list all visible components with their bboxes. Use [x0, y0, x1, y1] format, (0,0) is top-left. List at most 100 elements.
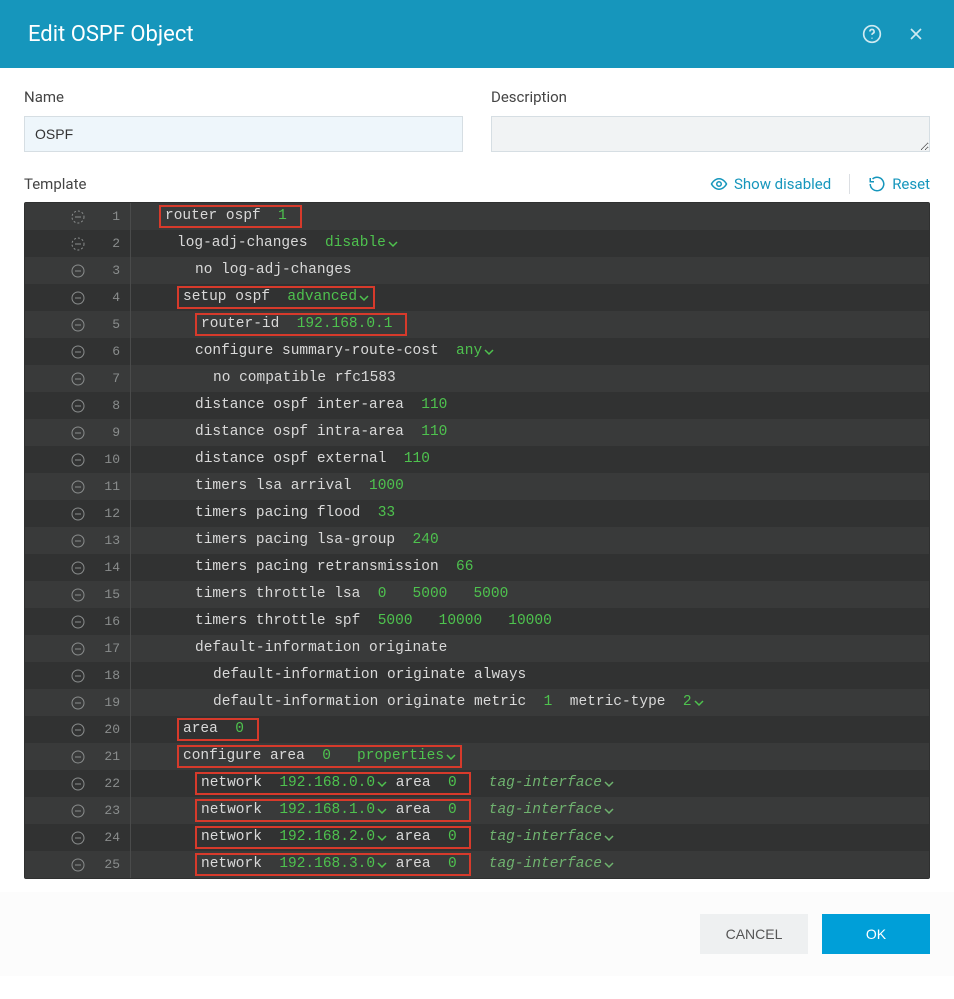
collapse-icon[interactable]: [70, 452, 86, 468]
code-content[interactable]: default-information originate always: [131, 662, 526, 689]
code-content[interactable]: default-information originate metric 1 m…: [131, 689, 704, 716]
editor-line[interactable]: 10distance ospf external 110: [25, 446, 929, 473]
code-content[interactable]: no compatible rfc1583: [131, 365, 396, 392]
keyword-token: network: [201, 770, 271, 797]
show-disabled-link[interactable]: Show disabled: [710, 175, 831, 193]
value-token[interactable]: 192.168.2.0: [271, 824, 387, 851]
code-content[interactable]: router-id 192.168.0.1: [131, 311, 407, 338]
value-token[interactable]: 192.168.0.0: [271, 770, 387, 797]
code-content[interactable]: timers throttle lsa 0 5000 5000: [131, 581, 508, 608]
value-token[interactable]: disable: [325, 230, 398, 257]
collapse-icon[interactable]: [70, 236, 86, 252]
collapse-icon[interactable]: [70, 506, 86, 522]
editor-line[interactable]: 11timers lsa arrival 1000: [25, 473, 929, 500]
tag-interface-dropdown[interactable]: tag-interface: [489, 851, 614, 878]
code-content[interactable]: no log-adj-changes: [131, 257, 352, 284]
collapse-icon[interactable]: [70, 479, 86, 495]
editor-line[interactable]: 24network 192.168.2.0 area 0 tag-interfa…: [25, 824, 929, 851]
editor-line[interactable]: 2log-adj-changes disable: [25, 230, 929, 257]
collapse-icon[interactable]: [70, 641, 86, 657]
gutter: 22: [25, 770, 131, 797]
editor-line[interactable]: 9distance ospf intra-area 110: [25, 419, 929, 446]
close-icon[interactable]: [906, 24, 926, 44]
editor-line[interactable]: 1router ospf 1: [25, 203, 929, 230]
code-content[interactable]: log-adj-changes disable: [131, 230, 398, 257]
cancel-button[interactable]: CANCEL: [700, 914, 808, 954]
code-content[interactable]: area 0: [131, 716, 259, 743]
value-token[interactable]: 192.168.1.0: [271, 797, 387, 824]
code-content[interactable]: network 192.168.1.0 area 0 tag-interface: [131, 797, 614, 824]
description-input[interactable]: [491, 116, 930, 152]
editor-line[interactable]: 16timers throttle spf 5000 10000 10000: [25, 608, 929, 635]
collapse-icon[interactable]: [70, 533, 86, 549]
value-token[interactable]: any: [456, 338, 494, 365]
collapse-icon[interactable]: [70, 776, 86, 792]
code-content[interactable]: distance ospf intra-area 110: [131, 419, 447, 446]
collapse-icon[interactable]: [70, 803, 86, 819]
code-content[interactable]: network 192.168.3.0 area 0 tag-interface: [131, 851, 614, 878]
collapse-icon[interactable]: [70, 290, 86, 306]
code-content[interactable]: timers throttle spf 5000 10000 10000: [131, 608, 552, 635]
collapse-icon[interactable]: [70, 371, 86, 387]
editor-line[interactable]: 4setup ospf advanced: [25, 284, 929, 311]
collapse-icon[interactable]: [70, 695, 86, 711]
tag-interface-dropdown[interactable]: tag-interface: [489, 770, 614, 797]
tag-interface-dropdown[interactable]: tag-interface: [489, 797, 614, 824]
code-content[interactable]: distance ospf external 110: [131, 446, 430, 473]
collapse-icon[interactable]: [70, 209, 86, 225]
collapse-icon[interactable]: [70, 263, 86, 279]
editor-line[interactable]: 19default-information originate metric 1…: [25, 689, 929, 716]
reset-link[interactable]: Reset: [868, 175, 930, 193]
collapse-icon[interactable]: [70, 830, 86, 846]
editor-line[interactable]: 13timers pacing lsa-group 240: [25, 527, 929, 554]
collapse-icon[interactable]: [70, 857, 86, 873]
ok-button[interactable]: OK: [822, 914, 930, 954]
editor-line[interactable]: 25network 192.168.3.0 area 0 tag-interfa…: [25, 851, 929, 878]
collapse-icon[interactable]: [70, 668, 86, 684]
editor-line[interactable]: 5router-id 192.168.0.1: [25, 311, 929, 338]
editor-line[interactable]: 15timers throttle lsa 0 5000 5000: [25, 581, 929, 608]
code-content[interactable]: timers pacing flood 33: [131, 500, 395, 527]
code-content[interactable]: distance ospf inter-area 110: [131, 392, 447, 419]
editor-line[interactable]: 8distance ospf inter-area 110: [25, 392, 929, 419]
editor-line[interactable]: 6configure summary-route-cost any: [25, 338, 929, 365]
code-content[interactable]: configure summary-route-cost any: [131, 338, 494, 365]
editor-line[interactable]: 7no compatible rfc1583: [25, 365, 929, 392]
collapse-icon[interactable]: [70, 722, 86, 738]
value-token[interactable]: advanced: [279, 284, 369, 311]
code-content[interactable]: default-information originate: [131, 635, 447, 662]
value-token[interactable]: 2: [683, 689, 704, 716]
code-content[interactable]: router ospf 1: [131, 203, 302, 230]
tag-interface-dropdown[interactable]: tag-interface: [489, 824, 614, 851]
template-editor[interactable]: 1router ospf 1 2log-adj-changes disable3…: [24, 202, 930, 879]
code-content[interactable]: timers lsa arrival 1000: [131, 473, 404, 500]
value-token[interactable]: properties: [357, 743, 456, 770]
value-token[interactable]: 192.168.3.0: [271, 851, 387, 878]
editor-line[interactable]: 23network 192.168.1.0 area 0 tag-interfa…: [25, 797, 929, 824]
code-content[interactable]: timers pacing retransmission 66: [131, 554, 473, 581]
editor-line[interactable]: 17default-information originate: [25, 635, 929, 662]
name-input[interactable]: [24, 116, 463, 152]
collapse-icon[interactable]: [70, 587, 86, 603]
help-icon[interactable]: [862, 24, 882, 44]
collapse-icon[interactable]: [70, 425, 86, 441]
value-token: 0: [439, 770, 465, 797]
code-content[interactable]: timers pacing lsa-group 240: [131, 527, 439, 554]
editor-line[interactable]: 22network 192.168.0.0 area 0 tag-interfa…: [25, 770, 929, 797]
collapse-icon[interactable]: [70, 398, 86, 414]
code-content[interactable]: network 192.168.0.0 area 0 tag-interface: [131, 770, 614, 797]
collapse-icon[interactable]: [70, 614, 86, 630]
code-content[interactable]: network 192.168.2.0 area 0 tag-interface: [131, 824, 614, 851]
editor-line[interactable]: 3no log-adj-changes: [25, 257, 929, 284]
collapse-icon[interactable]: [70, 749, 86, 765]
editor-line[interactable]: 14timers pacing retransmission 66: [25, 554, 929, 581]
collapse-icon[interactable]: [70, 317, 86, 333]
editor-line[interactable]: 21configure area 0 properties: [25, 743, 929, 770]
editor-line[interactable]: 20area 0: [25, 716, 929, 743]
collapse-icon[interactable]: [70, 560, 86, 576]
editor-line[interactable]: 18default-information originate always: [25, 662, 929, 689]
collapse-icon[interactable]: [70, 344, 86, 360]
code-content[interactable]: setup ospf advanced: [131, 284, 375, 311]
editor-line[interactable]: 12timers pacing flood 33: [25, 500, 929, 527]
code-content[interactable]: configure area 0 properties: [131, 743, 462, 770]
